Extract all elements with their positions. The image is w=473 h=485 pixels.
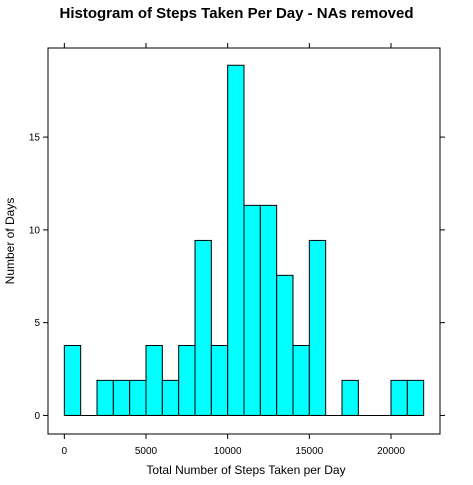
histogram-bar — [145, 344, 163, 416]
y-tick-label: 0 — [34, 411, 40, 422]
histogram-bar — [112, 379, 131, 416]
x-tick-label: 5000 — [135, 446, 158, 457]
histogram-bar — [390, 379, 408, 416]
y-ticks-group: 0 5 10 15 — [29, 133, 445, 422]
histogram-bar — [292, 344, 310, 416]
chart-title: Histogram of Steps Taken Per Day - NAs r… — [60, 5, 414, 22]
histogram-bar — [227, 64, 245, 416]
plot-frame — [47, 47, 441, 435]
y-tick-label: 10 — [29, 225, 41, 236]
bars-group — [63, 64, 425, 416]
histogram-bar — [210, 344, 229, 416]
y-axis-label: Number of Days — [3, 198, 17, 285]
histogram-bar — [178, 344, 196, 416]
histogram-bar — [308, 239, 327, 416]
x-axis-label: Total Number of Steps Taken per Day — [146, 463, 345, 477]
x-ticks-group: 0 5000 10000 15000 20000 — [62, 43, 405, 457]
histogram-bar — [243, 204, 261, 416]
histogram-bar — [341, 379, 359, 416]
y-tick-label: 5 — [34, 318, 40, 329]
x-tick-label: 10000 — [214, 446, 242, 457]
histogram-bar — [161, 379, 180, 416]
histogram-bar — [63, 344, 82, 416]
x-tick-label: 15000 — [295, 446, 323, 457]
histogram-bar — [194, 239, 212, 416]
histogram-bar — [129, 379, 147, 416]
x-tick-label: 20000 — [377, 446, 405, 457]
histogram-bar — [259, 204, 278, 416]
histogram-bar — [276, 274, 294, 416]
histogram-bar — [96, 379, 114, 416]
histogram-bar — [406, 379, 425, 416]
y-tick-label: 15 — [29, 133, 41, 144]
x-tick-label: 0 — [62, 446, 68, 457]
